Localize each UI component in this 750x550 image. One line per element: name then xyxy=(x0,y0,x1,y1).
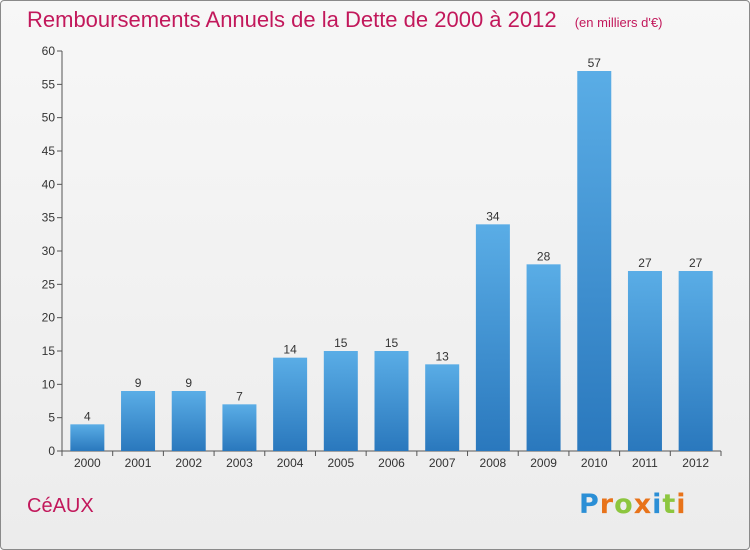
bar-2002 xyxy=(171,391,206,451)
x-tick-label: 2008 xyxy=(480,456,507,470)
x-tick-label: 2010 xyxy=(581,456,608,470)
y-tick-label: 15 xyxy=(42,344,56,358)
y-tick-label: 5 xyxy=(48,411,55,425)
chart-title-text: Remboursements Annuels de la Dette de 20… xyxy=(27,7,557,32)
logo-letter: r xyxy=(599,489,615,520)
x-tick-label: 2011 xyxy=(632,456,658,470)
x-tick-label: 2000 xyxy=(74,456,101,470)
y-tick-label: 0 xyxy=(48,444,55,458)
x-tick-label: 2007 xyxy=(429,456,456,470)
y-tick-label: 30 xyxy=(42,244,56,258)
x-tick-label: 2009 xyxy=(530,456,557,470)
commune-name: CéAUX xyxy=(27,495,94,517)
x-tick-label: 2003 xyxy=(226,456,253,470)
x-tick-label: 2004 xyxy=(277,456,304,470)
value-label: 9 xyxy=(185,376,192,390)
value-label: 34 xyxy=(486,209,500,223)
y-tick-label: 10 xyxy=(42,377,56,391)
value-label: 27 xyxy=(689,256,703,270)
x-tick-label: 2006 xyxy=(378,456,405,470)
bar-2012 xyxy=(678,271,713,451)
bar-2006 xyxy=(374,351,409,451)
bars xyxy=(70,71,713,451)
value-label: 9 xyxy=(135,376,142,390)
bar-2010 xyxy=(577,71,612,451)
y-tick-label: 25 xyxy=(42,277,56,291)
bar-2011 xyxy=(627,271,662,451)
value-label: 14 xyxy=(283,343,297,357)
value-label: 7 xyxy=(236,389,243,403)
y-tick-label: 55 xyxy=(42,77,56,91)
y-tick-label: 35 xyxy=(42,211,56,225)
x-tick-label: 2001 xyxy=(125,456,152,470)
value-label: 15 xyxy=(334,336,348,350)
y-tick-label: 60 xyxy=(42,44,56,58)
x-tick-label: 2002 xyxy=(175,456,202,470)
y-tick-label: 20 xyxy=(42,311,56,325)
value-label: 28 xyxy=(537,249,551,263)
logo-letter: P xyxy=(579,489,600,520)
labels: 2000 4 2001 9 2002 9 2003 7 2004 14 2005 15 2006 15 20… xyxy=(74,56,709,470)
value-label: 15 xyxy=(385,336,399,350)
value-label: 13 xyxy=(436,349,450,363)
chart-title: Remboursements Annuels de la Dette de 20… xyxy=(27,7,662,33)
value-label: 27 xyxy=(638,256,652,270)
bar-2001 xyxy=(121,391,156,451)
logo-letter: i xyxy=(676,489,687,520)
x-tick-label: 2005 xyxy=(327,456,354,470)
y-tick-label: 50 xyxy=(42,111,56,125)
chart-subtitle: (en milliers d'€) xyxy=(574,15,663,30)
logo-letter: x xyxy=(633,489,653,520)
value-label: 4 xyxy=(84,409,91,423)
y-tick-label: 40 xyxy=(42,177,56,191)
bar-2000 xyxy=(70,424,105,451)
bar-2007 xyxy=(425,364,460,451)
bar-2008 xyxy=(475,224,510,451)
value-label: 57 xyxy=(588,56,602,70)
x-tick-label: 2012 xyxy=(682,456,709,470)
bar-2003 xyxy=(222,404,257,451)
logo-letter: i xyxy=(652,489,663,520)
bar-2005 xyxy=(323,351,358,451)
logo-letter: t xyxy=(662,489,677,520)
proxiti-logo: Proxiti xyxy=(579,489,687,520)
bar-2009 xyxy=(526,264,561,451)
logo-letter: o xyxy=(614,489,634,520)
axes: 0 5 10 15 20 25 30 35 40 45 50 55 60 xyxy=(42,44,722,458)
bar-2004 xyxy=(273,357,308,451)
y-tick-label: 45 xyxy=(42,144,56,158)
